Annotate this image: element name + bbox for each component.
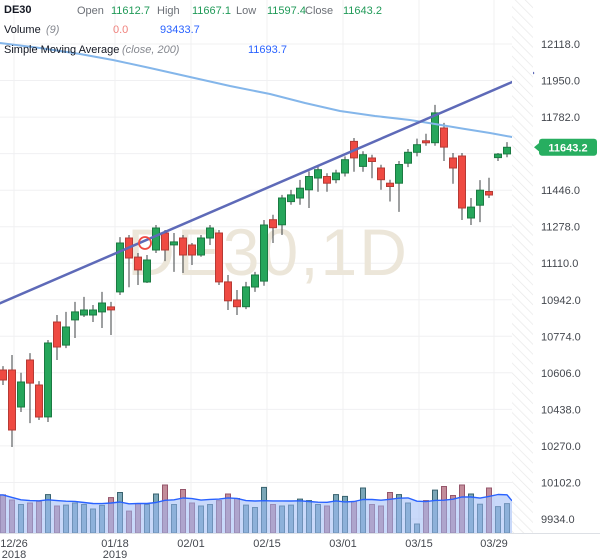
candle-body xyxy=(134,256,142,271)
candle-body xyxy=(233,299,241,308)
overlays-layer xyxy=(0,42,535,305)
candle-body xyxy=(188,244,196,256)
candle-body xyxy=(98,302,106,313)
candle-body xyxy=(71,311,79,321)
time-axis-label: 03/01 xyxy=(329,538,357,550)
candle-body xyxy=(485,191,493,196)
price-axis-label: 12118.0 xyxy=(541,39,580,51)
candle-body xyxy=(161,232,169,251)
candle-body xyxy=(323,176,331,184)
price-axis-label: 10438.0 xyxy=(541,404,581,416)
candle-body xyxy=(395,164,403,184)
badge-pointer xyxy=(534,142,540,153)
candle-body xyxy=(8,369,16,431)
candle-body xyxy=(116,242,124,293)
price-axis[interactable]: 12118.0 11950.0 11782.0 11446.0 11278.0 11110… xyxy=(534,39,597,526)
price-axis-label: 10102.0 xyxy=(541,478,581,490)
price-axis-label: 10606.0 xyxy=(541,368,581,380)
volume-ma-line xyxy=(0,493,513,505)
candle-body xyxy=(35,384,43,418)
candle-body xyxy=(377,167,385,181)
candle-body xyxy=(170,241,178,246)
time-axis-label: 01/18 xyxy=(101,538,129,550)
candle-body xyxy=(476,189,484,206)
candle-body xyxy=(368,157,376,162)
candle-body xyxy=(107,306,115,311)
price-axis-label: 11782.0 xyxy=(541,112,580,124)
trendline[interactable] xyxy=(0,71,535,305)
time-axis-label: 03/15 xyxy=(405,538,433,550)
sma-200-line xyxy=(0,42,513,138)
candle-body xyxy=(449,157,457,169)
time-axis-label: 12/26 xyxy=(0,538,28,550)
price-axis-label: 10774.0 xyxy=(541,331,581,343)
volume-layer xyxy=(0,484,513,534)
time-axis-label: 02/01 xyxy=(177,538,205,550)
candle-body xyxy=(44,342,52,418)
ellipse-annotation[interactable] xyxy=(138,236,152,250)
candle-body xyxy=(359,154,367,167)
candle-body xyxy=(467,206,475,219)
candle-body xyxy=(404,151,412,164)
candle-body xyxy=(341,159,349,174)
time-axis-label: 02/15 xyxy=(253,538,281,550)
candle-body xyxy=(386,182,394,187)
candle-body xyxy=(422,140,430,144)
candle-body xyxy=(251,274,259,288)
price-axis-label: 11278.0 xyxy=(541,222,580,234)
candle-body xyxy=(305,176,313,191)
candle-body xyxy=(197,237,205,256)
candle-body xyxy=(179,237,187,256)
badge-price-text: 11643.2 xyxy=(548,142,587,154)
time-axis-label: 03/29 xyxy=(480,538,508,550)
candle-body xyxy=(431,112,439,144)
candle-body xyxy=(206,227,214,239)
candle-body xyxy=(80,309,88,316)
candles-layer xyxy=(0,104,511,447)
candle-body xyxy=(53,321,61,348)
candle-body xyxy=(17,381,25,408)
time-axis-year-label: 2019 xyxy=(103,549,127,558)
hatch-band xyxy=(512,0,533,533)
candle-body xyxy=(89,309,97,316)
candle-body xyxy=(26,359,34,384)
candle-body xyxy=(269,219,277,229)
candle-body xyxy=(62,326,70,346)
candle-body xyxy=(143,259,151,283)
candle-body xyxy=(332,172,340,181)
candle-body xyxy=(296,187,304,199)
price-axis-label: 11110.0 xyxy=(541,258,578,270)
candle-body xyxy=(440,127,448,148)
candle-body xyxy=(314,169,322,179)
candle-body xyxy=(224,281,232,302)
candle-body xyxy=(503,146,511,155)
candle-body xyxy=(260,224,268,282)
price-axis-label: 11446.0 xyxy=(541,185,580,197)
candle-body xyxy=(278,197,286,226)
candle-body xyxy=(215,232,223,283)
last-price-badge: 11643.2 xyxy=(534,138,597,156)
candle-body xyxy=(413,144,421,153)
candle-body xyxy=(458,155,466,209)
candle-body xyxy=(287,194,295,203)
price-axis-label: 10270.0 xyxy=(541,441,581,453)
candle-body xyxy=(494,153,502,159)
price-axis-label: 9934.0 xyxy=(541,514,575,526)
price-axis-label: 10942.0 xyxy=(541,295,581,307)
candle-body xyxy=(0,369,7,381)
time-axis-year-label: 2018 xyxy=(2,549,26,558)
badge-rect xyxy=(539,138,597,156)
candle-body xyxy=(242,286,250,308)
price-axis-label: 11950.0 xyxy=(541,76,580,88)
candle-body xyxy=(152,227,160,251)
